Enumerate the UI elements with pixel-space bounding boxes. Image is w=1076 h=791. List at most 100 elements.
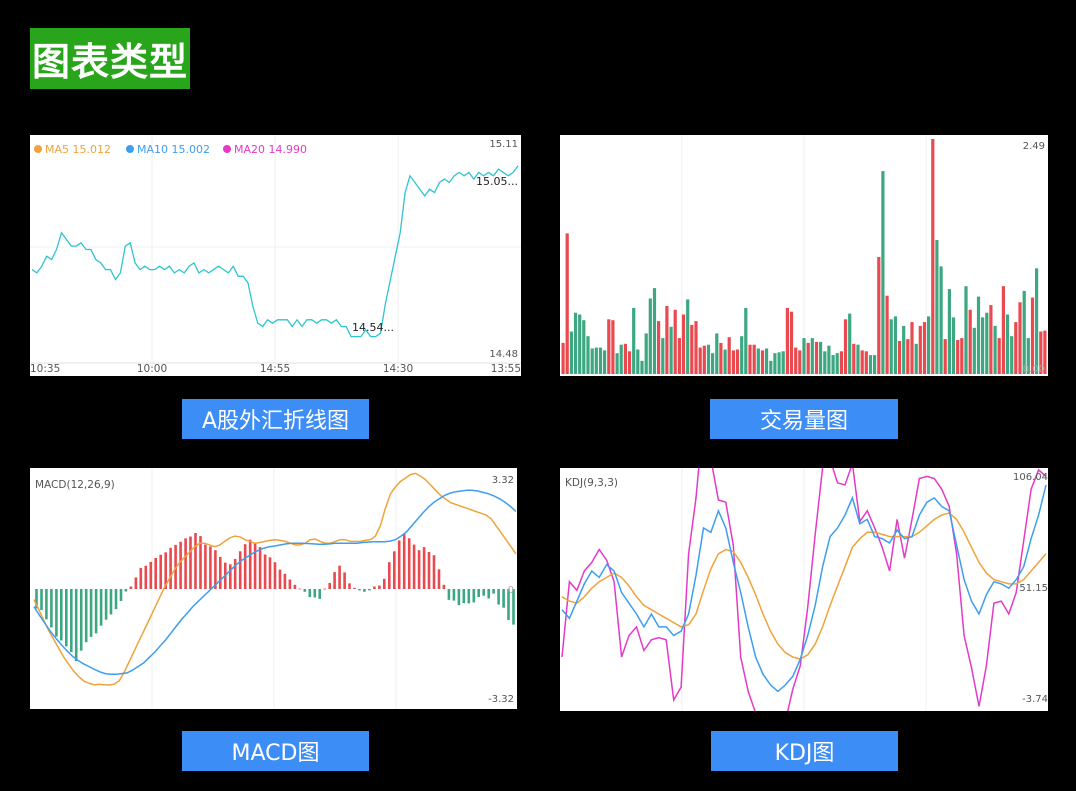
kdj-k-line xyxy=(561,484,1047,693)
legend-label: MA5 15.012 xyxy=(45,143,111,156)
volume-bar xyxy=(906,339,910,374)
macd-hist-bar xyxy=(209,546,212,589)
volume-bar xyxy=(594,347,598,374)
macd-hist-bar xyxy=(397,540,401,589)
page-title: 图表类型 xyxy=(30,28,190,89)
volume-bar xyxy=(989,305,993,374)
volume-bar xyxy=(843,319,848,374)
macd-hist-bar xyxy=(467,589,471,604)
macd-hist-bar xyxy=(129,586,133,589)
volume-bar xyxy=(748,344,752,374)
volume-bar xyxy=(582,320,586,374)
macd-hist-bar xyxy=(159,554,162,589)
macd-hist-bar xyxy=(303,589,307,592)
macd-hist-bar xyxy=(219,556,222,589)
volume-bar xyxy=(756,348,760,374)
macd-hist-bar xyxy=(318,589,321,599)
macd-hist-bar xyxy=(55,589,58,637)
macd-hist-bar xyxy=(164,552,167,589)
volume-bar xyxy=(765,348,769,374)
legend-dot xyxy=(126,145,134,153)
volume-bar xyxy=(623,343,627,374)
volume-bar xyxy=(781,351,785,374)
y-tick-label: 0 xyxy=(508,585,514,596)
volume-bar xyxy=(1001,286,1005,374)
volume-bar xyxy=(910,322,914,374)
volume-bar xyxy=(1026,338,1030,374)
last-price-annotation: 15.05... xyxy=(476,175,518,188)
macd-hist-bar xyxy=(104,589,108,620)
volume-bar xyxy=(960,338,964,374)
macd-hist-bar xyxy=(432,555,436,589)
volume-bar xyxy=(586,336,590,374)
macd-hist-bar xyxy=(184,538,187,589)
y-tick-label: 14.48 xyxy=(489,349,518,360)
macd-hist-bar xyxy=(373,586,376,589)
volume-bar xyxy=(590,348,594,374)
macd-hist-bar xyxy=(84,589,88,643)
volume-bar xyxy=(677,338,681,374)
volume-bar xyxy=(752,344,756,374)
volume-bar xyxy=(806,342,810,374)
macd-hist-bar xyxy=(462,589,466,604)
volume-bar xyxy=(981,317,985,374)
x-tick-label: 14:55 xyxy=(260,363,290,375)
macd-hist-bar xyxy=(482,589,485,596)
volume-bar xyxy=(1018,302,1022,374)
volume-bar xyxy=(831,355,835,374)
macd-hist-bar xyxy=(124,589,128,592)
volume-bar xyxy=(860,350,864,374)
volume-bar xyxy=(856,344,860,374)
macd-hist-bar xyxy=(253,543,257,589)
caption-forex-line-chart: A股外汇折线图 xyxy=(182,399,369,439)
volume-bar xyxy=(1030,297,1035,374)
volume-bar xyxy=(744,307,748,374)
macd-hist-bar xyxy=(368,589,371,591)
volume-bar xyxy=(673,309,677,374)
volume-bar xyxy=(964,286,968,374)
volume-bar xyxy=(918,325,922,374)
volume-bar xyxy=(578,314,582,374)
y-tick-label: 3.32 xyxy=(492,475,514,486)
macd-hist-bar xyxy=(288,579,292,589)
macd-hist-bar xyxy=(65,589,68,647)
volume-bar xyxy=(644,333,648,374)
volume-bar xyxy=(935,240,939,374)
macd-hist-bar xyxy=(298,588,302,590)
forex-line-chart-svg: MA5 15.012 MA10 15.002 MA20 14.990 15.11 14.… xyxy=(30,135,521,375)
x-tick-label: 13:55 xyxy=(491,363,521,375)
volume-chart-svg: 2.49 0.00 xyxy=(561,135,1047,376)
macd-hist-bar xyxy=(393,551,396,589)
volume-bar xyxy=(727,337,731,374)
forex-line-chart: MA5 15.012 MA10 15.002 MA20 14.990 15.11 14.… xyxy=(30,135,521,376)
macd-hist-bar xyxy=(338,565,341,589)
volume-bar xyxy=(598,347,603,374)
volume-bar xyxy=(976,296,981,374)
volume-bar xyxy=(1039,331,1043,374)
indicator-label: MACD(12,26,9) xyxy=(35,479,115,491)
caption-kdj-chart: KDJ图 xyxy=(711,731,898,771)
macd-hist-bar xyxy=(204,544,207,589)
macd-hist-bar xyxy=(229,564,232,589)
macd-hist-bar xyxy=(402,534,406,589)
macd-hist-bar xyxy=(144,565,148,589)
volume-bar xyxy=(760,350,765,374)
macd-hist-bar xyxy=(278,569,282,589)
caption-volume-chart: 交易量图 xyxy=(710,399,898,439)
volume-bar xyxy=(686,299,690,374)
volume-bar xyxy=(648,298,652,374)
volume-bar xyxy=(657,321,661,374)
volume-bar xyxy=(711,353,715,374)
volume-bar xyxy=(698,347,702,374)
y-tick-label: 106.04 xyxy=(1013,472,1048,483)
volume-bar xyxy=(690,324,694,374)
macd-hist-bar xyxy=(378,585,381,589)
macd-hist-bar xyxy=(472,589,476,603)
volume-bar xyxy=(1014,322,1018,374)
volume-bar xyxy=(1010,336,1014,374)
volume-bar xyxy=(943,339,947,374)
volume-bar xyxy=(810,338,814,374)
volume-bar xyxy=(947,289,951,374)
volume-bar xyxy=(573,312,578,374)
volume-bar xyxy=(881,171,885,374)
